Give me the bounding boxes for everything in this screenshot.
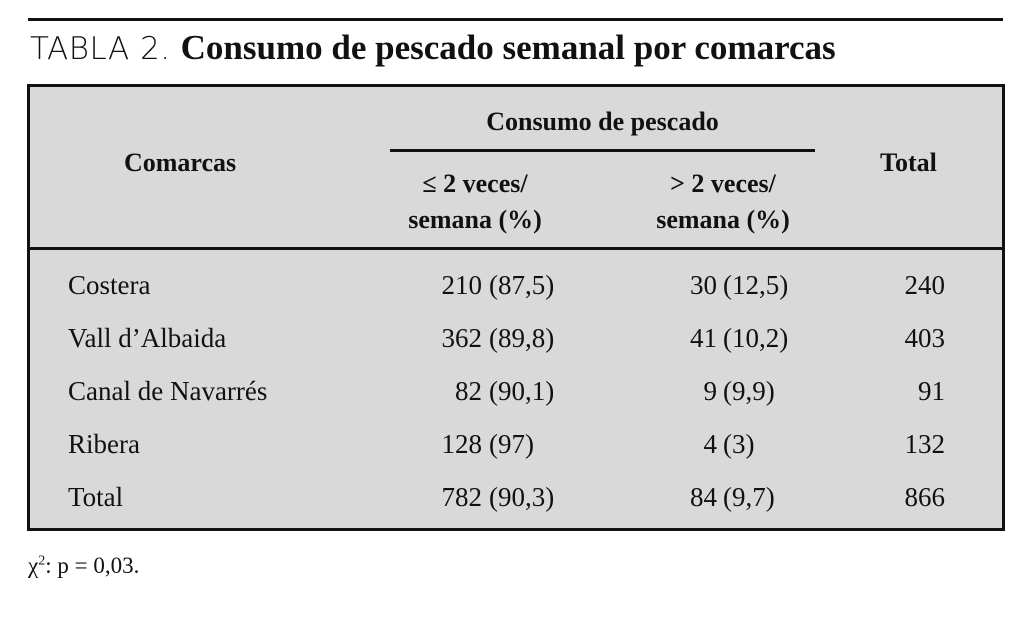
pct-le2: (87,5) xyxy=(489,270,555,300)
table-row: Total 782 (90,3) 84 (9,7) 866 xyxy=(30,477,1002,517)
pct-gt2: (9,9) xyxy=(723,376,775,406)
count-le2: 128 xyxy=(441,429,483,459)
header-comarcas: Comarcas xyxy=(124,148,237,177)
header-col1-line1: ≤ 2 veces/ xyxy=(422,169,528,198)
footnote: χ2: p = 0,03. xyxy=(28,553,139,579)
row-total: 132 xyxy=(904,429,946,459)
table-row: Canal de Navarrés 82 (90,1) 9 (9,9) 91 xyxy=(30,371,1002,411)
header-total: Total xyxy=(880,148,937,177)
pct-gt2: (12,5) xyxy=(723,270,789,300)
count-gt2: 30 xyxy=(690,270,717,300)
table-row: Ribera 128 (97) 4 (3) 132 xyxy=(30,424,1002,464)
row-label: Ribera xyxy=(68,429,140,459)
data-table: Comarcas Consumo de pescado ≤ 2 veces/ s… xyxy=(27,84,1005,531)
table-row: Costera 210 (87,5) 30 (12,5) 240 xyxy=(30,265,1002,305)
header-col1: ≤ 2 veces/ semana (%) xyxy=(375,166,575,238)
header-rule xyxy=(30,247,1002,250)
header-col2: > 2 veces/ semana (%) xyxy=(623,166,823,238)
pct-le2: (97) xyxy=(489,429,534,459)
table-number: TABLA 2. xyxy=(30,31,171,67)
count-le2: 362 xyxy=(441,323,483,353)
table-title: Consumo de pescado semanal por comarcas xyxy=(180,28,836,67)
count-gt2: 4 xyxy=(703,429,718,459)
count-le2: 82 xyxy=(455,376,482,406)
row-total: 403 xyxy=(904,323,946,353)
count-gt2: 9 xyxy=(703,376,718,406)
header-col2-line1: > 2 veces/ xyxy=(670,169,776,198)
chi-symbol: χ xyxy=(28,553,39,578)
pct-gt2: (3) xyxy=(723,429,755,459)
count-le2: 210 xyxy=(441,270,483,300)
row-total: 91 xyxy=(918,376,945,406)
header-group-consumo: Consumo de pescado xyxy=(486,107,719,136)
chi-superscript: 2 xyxy=(38,553,46,569)
header-col2-line2: semana (%) xyxy=(656,205,790,234)
row-label: Canal de Navarrés xyxy=(68,376,268,406)
group-rule xyxy=(390,149,815,152)
count-gt2: 41 xyxy=(690,323,717,353)
pct-gt2: (9,7) xyxy=(723,482,775,512)
count-gt2: 84 xyxy=(690,482,717,512)
pct-le2: (90,3) xyxy=(489,482,555,512)
count-le2: 782 xyxy=(441,482,483,512)
top-rule xyxy=(28,18,1003,21)
row-total: 240 xyxy=(904,270,946,300)
row-total: 866 xyxy=(904,482,946,512)
header-col1-line2: semana (%) xyxy=(408,205,542,234)
row-label: Vall d’Albaida xyxy=(68,323,227,353)
table-caption: TABLA 2. Consumo de pescado semanal por c… xyxy=(30,28,836,68)
row-label: Total xyxy=(68,482,124,512)
pct-le2: (89,8) xyxy=(489,323,555,353)
row-label: Costera xyxy=(68,270,151,300)
pct-le2: (90,1) xyxy=(489,376,555,406)
footnote-text: : p = 0,03. xyxy=(45,553,140,578)
table-row: Vall d’Albaida 362 (89,8) 41 (10,2) 403 xyxy=(30,318,1002,358)
pct-gt2: (10,2) xyxy=(723,323,789,353)
